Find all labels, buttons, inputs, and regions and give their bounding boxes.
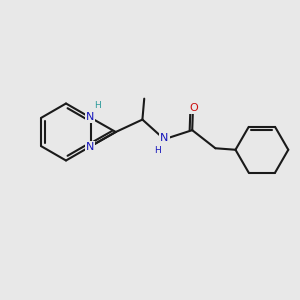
- Text: N: N: [86, 112, 94, 122]
- Text: N: N: [160, 133, 168, 143]
- Text: O: O: [189, 103, 198, 113]
- Text: N: N: [86, 142, 94, 152]
- Text: H: H: [94, 101, 101, 110]
- Text: H: H: [154, 146, 161, 155]
